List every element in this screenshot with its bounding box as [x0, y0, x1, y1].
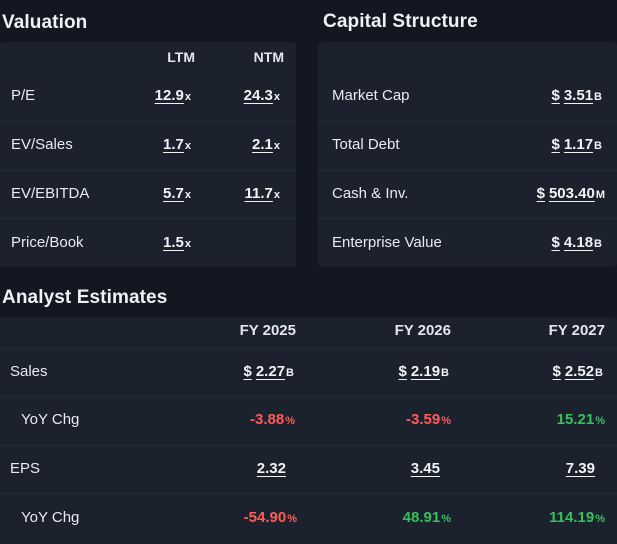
eps-fy2027-value[interactable]: 7.39 [565, 460, 595, 477]
estimates-row-eps: EPS 2.32 3.45 7.39 [0, 445, 617, 493]
row-label: EPS [10, 460, 41, 477]
market-cap-value[interactable]: $3.51B [551, 87, 603, 104]
valuation-row-ev-sales: EV/Sales 1.7x 2.1x [0, 121, 296, 170]
sales-yoy-fy2026-value: -3.59% [406, 411, 451, 428]
pe-ntm-value[interactable]: 24.3x [243, 87, 280, 104]
sales-yoy-fy2025-value: -3.88% [250, 411, 295, 428]
valuation-header: LTM NTM [0, 42, 296, 72]
row-label: Sales [10, 363, 48, 380]
valuation-row-pe: P/E 12.9x 24.3x [0, 73, 296, 121]
sales-fy2027-value[interactable]: $2.52B [552, 363, 604, 380]
eps-yoy-fy2025-value: -54.90% [243, 509, 297, 526]
eps-fy2026-value[interactable]: 3.45 [410, 460, 440, 477]
valuation-row-ev-ebitda: EV/EBITDA 5.7x 11.7x [0, 170, 296, 218]
estimates-row-sales-yoy: YoY Chg -3.88% -3.59% 15.21% [0, 396, 617, 445]
sales-fy2026-value[interactable]: $2.19B [398, 363, 450, 380]
row-label: Cash & Inv. [332, 185, 409, 202]
column-header-ntm: NTM [253, 49, 284, 65]
valuation-title: Valuation [2, 12, 88, 33]
estimates-row-sales: Sales $2.27B $2.19B $2.52B [0, 348, 617, 396]
ev-ebitda-ltm-value[interactable]: 5.7x [163, 185, 191, 202]
sales-yoy-fy2027-value: 15.21% [556, 411, 605, 428]
cap-row-total-debt: Total Debt $1.17B [318, 121, 617, 170]
row-label: YoY Chg [21, 411, 80, 428]
pe-ltm-value[interactable]: 12.9x [154, 87, 191, 104]
column-header-fy2026: FY 2026 [394, 322, 451, 339]
capital-structure-title: Capital Structure [323, 11, 478, 32]
column-header-fy2025: FY 2025 [239, 322, 296, 339]
cap-row-enterprise-value: Enterprise Value $4.18B [318, 218, 617, 267]
analyst-estimates-title: Analyst Estimates [2, 287, 168, 308]
ev-sales-ltm-value[interactable]: 1.7x [163, 136, 191, 153]
row-label: P/E [11, 87, 36, 104]
eps-yoy-fy2026-value: 48.91% [402, 509, 451, 526]
cash-inv-value[interactable]: $503.40M [536, 185, 605, 202]
row-label: EV/EBITDA [11, 185, 90, 202]
total-debt-value[interactable]: $1.17B [551, 136, 603, 153]
row-label: Total Debt [332, 136, 400, 153]
eps-fy2025-value[interactable]: 2.32 [256, 460, 286, 477]
row-label: EV/Sales [11, 136, 73, 153]
estimates-header: FY 2025 FY 2026 FY 2027 [0, 317, 617, 347]
valuation-panel: LTM NTM P/E 12.9x 24.3x EV/Sales 1.7x 2.… [0, 42, 296, 267]
cap-row-market-cap: Market Cap $3.51B [318, 73, 617, 121]
row-label: YoY Chg [21, 509, 80, 526]
valuation-row-price-book: Price/Book 1.5x [0, 218, 296, 267]
ev-ebitda-ntm-value[interactable]: 11.7x [244, 185, 281, 202]
row-label: Enterprise Value [332, 234, 442, 251]
estimates-row-eps-yoy: YoY Chg -54.90% 48.91% 114.19% [0, 493, 617, 544]
cap-row-cash: Cash & Inv. $503.40M [318, 170, 617, 218]
sales-fy2025-value[interactable]: $2.27B [243, 363, 295, 380]
capital-structure-panel: Market Cap $3.51B Total Debt $1.17B Cash… [318, 42, 617, 267]
column-header-ltm: LTM [167, 49, 195, 65]
price-book-ltm-value[interactable]: 1.5x [163, 234, 191, 251]
row-label: Price/Book [11, 234, 84, 251]
column-header-fy2027: FY 2027 [548, 322, 605, 339]
row-label: Market Cap [332, 87, 410, 104]
eps-yoy-fy2027-value: 114.19% [549, 509, 605, 526]
analyst-estimates-panel: FY 2025 FY 2026 FY 2027 Sales $2.27B $2.… [0, 317, 617, 544]
ev-sales-ntm-value[interactable]: 2.1x [252, 136, 280, 153]
enterprise-value-value[interactable]: $4.18B [551, 234, 603, 251]
